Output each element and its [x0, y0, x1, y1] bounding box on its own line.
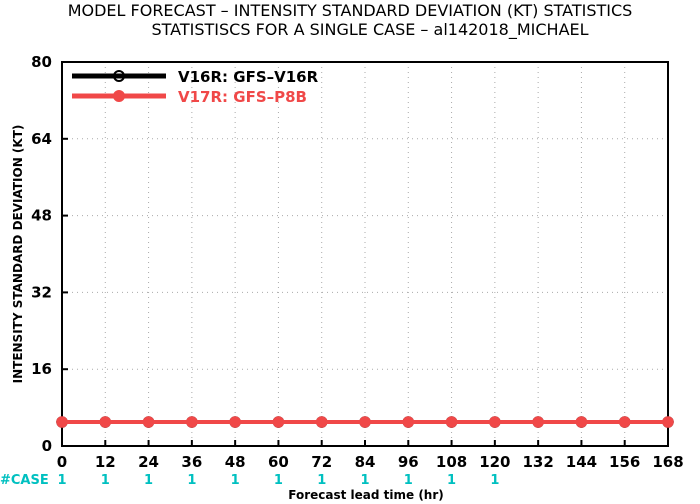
series-point	[402, 416, 415, 428]
series	[56, 416, 674, 428]
y-axis-label: INTENSITY STANDARD DEVIATION (KT)	[11, 125, 25, 384]
x-tick-label: 144	[566, 453, 597, 471]
plot-frame	[61, 61, 669, 447]
case-count: 1	[274, 473, 283, 488]
x-tick-label: 60	[268, 453, 289, 471]
y-tick-label: 32	[31, 283, 52, 301]
y-tick-label: 16	[31, 360, 52, 378]
case-count: 1	[490, 473, 499, 488]
y-tick-label: 0	[42, 437, 52, 455]
x-tick-label: 24	[138, 453, 159, 471]
series-point	[445, 416, 458, 428]
x-tick-label: 36	[181, 453, 202, 471]
x-tick-label: 12	[95, 453, 116, 471]
y-tick-label: 64	[31, 130, 52, 148]
legend-marker	[113, 70, 125, 82]
series-point	[618, 416, 631, 428]
chart-title: MODEL FORECAST – INTENSITY STANDARD DEVI…	[68, 1, 633, 20]
series-point	[56, 416, 68, 428]
series-point	[315, 416, 328, 428]
case-count: 1	[360, 473, 369, 488]
grid	[62, 62, 668, 446]
legend-marker	[113, 90, 125, 102]
case-count: 1	[447, 473, 456, 488]
x-tick-label: 156	[609, 453, 640, 471]
series-point	[142, 416, 155, 428]
tick-labels: 0 12 24 36 48 60 72 84 96 108 120 132 144 156 168 0 16 32…	[31, 53, 684, 471]
series-point	[489, 416, 501, 428]
y-tick-label: 80	[31, 53, 52, 71]
case-count: 1	[57, 473, 66, 488]
x-tick-label: 168	[652, 453, 683, 471]
x-tick-label: 72	[311, 453, 332, 471]
chart-subtitle: STATISTISCS FOR A SINGLE CASE – al142018…	[151, 20, 588, 40]
x-tick-label: 108	[436, 453, 467, 471]
case-count: 1	[231, 473, 240, 488]
series-point	[186, 416, 198, 428]
case-count: 1	[317, 473, 326, 488]
legend-label: V17R: GFS–P8B	[178, 88, 307, 106]
case-count: 1	[187, 473, 196, 488]
x-tick-label: 0	[57, 453, 67, 471]
series-point	[99, 416, 112, 428]
series-point	[229, 416, 241, 428]
case-label: #CASE	[0, 473, 49, 488]
x-axis-label: Forecast lead time (hr)	[288, 488, 444, 502]
series-point	[359, 416, 371, 428]
case-count: 1	[144, 473, 153, 488]
case-count: 1	[101, 473, 110, 488]
legend-label: V16R: GFS–V16R	[178, 68, 319, 86]
case-counts: 1 1 1 1 1 1 1 1 1 1 1	[57, 473, 499, 488]
x-tick-label: 48	[225, 453, 246, 471]
series-point	[272, 416, 285, 428]
case-count: 1	[404, 473, 413, 488]
series-point	[662, 416, 674, 428]
axes	[61, 61, 669, 447]
x-tick-label: 96	[398, 453, 419, 471]
series-point	[575, 416, 588, 428]
x-tick-label: 120	[479, 453, 510, 471]
legend: V16R: GFS–V16R V17R: GFS–P8B	[72, 68, 319, 106]
x-tick-label: 132	[522, 453, 553, 471]
series-point	[532, 416, 544, 428]
x-tick-label: 84	[355, 453, 376, 471]
y-tick-label: 48	[31, 207, 52, 225]
